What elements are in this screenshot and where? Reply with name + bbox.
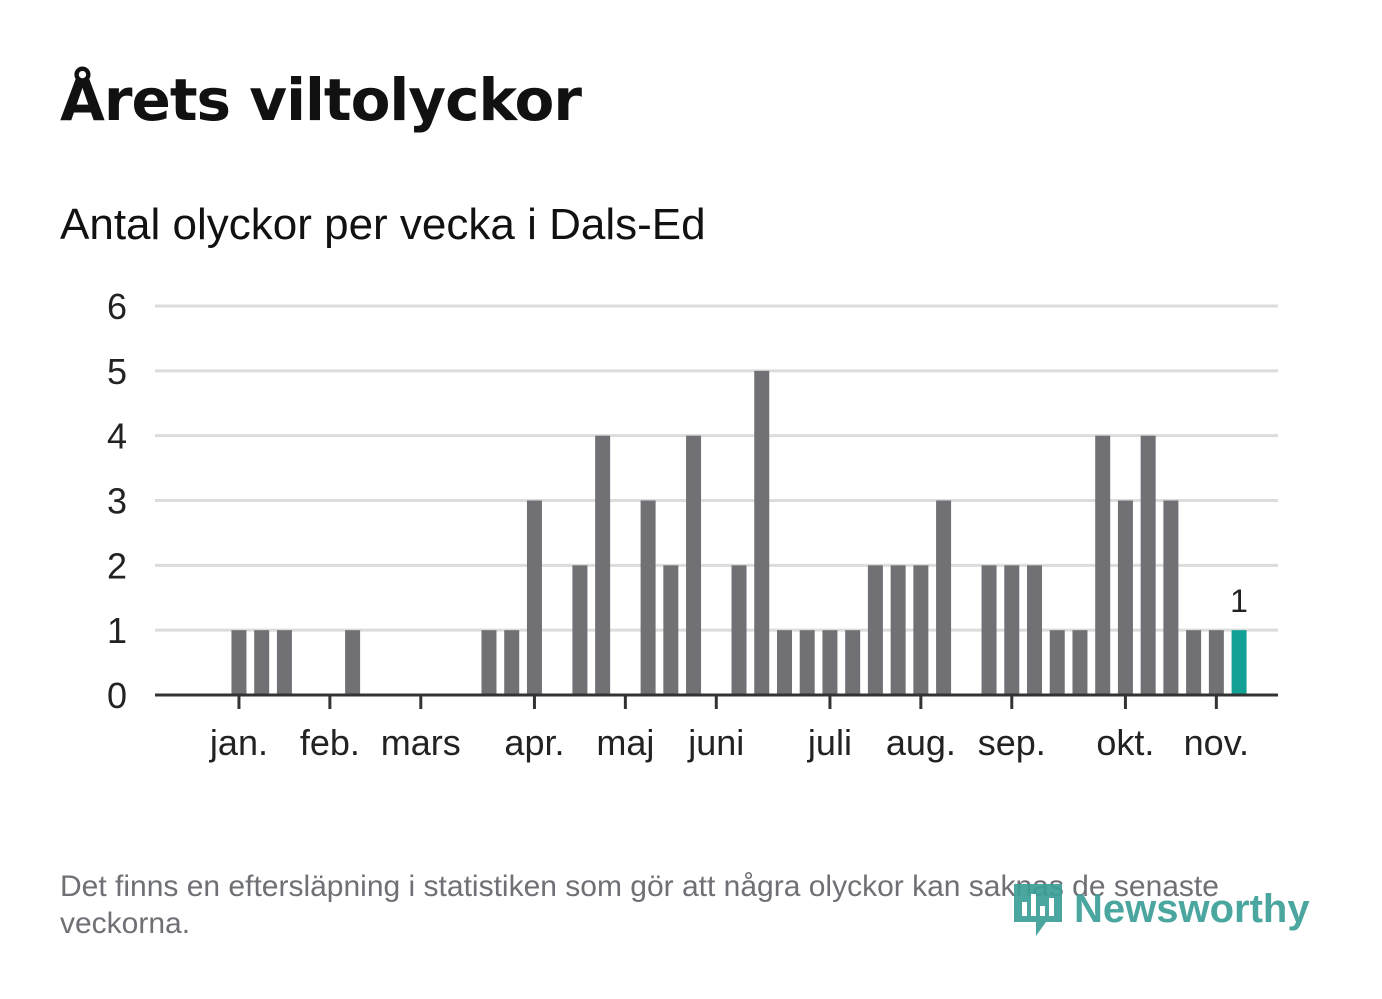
bar xyxy=(595,435,611,695)
bar xyxy=(231,630,247,695)
bar xyxy=(504,630,520,695)
grid-lines xyxy=(155,304,1278,632)
x-tick-label: feb. xyxy=(300,722,360,763)
x-axis-ticks: jan. feb. mars apr. maj juni juli aug. sep. okt. n… xyxy=(209,695,1249,763)
bar xyxy=(1004,565,1020,695)
x-tick-label: jan. xyxy=(209,722,268,763)
bar xyxy=(640,500,656,695)
bar xyxy=(254,630,270,695)
bar xyxy=(572,565,588,695)
bar xyxy=(890,565,906,695)
bar xyxy=(1186,630,1202,695)
bar xyxy=(526,500,542,695)
x-tick-label: juli xyxy=(807,722,852,763)
bar xyxy=(799,630,815,695)
bar xyxy=(913,565,929,695)
newsworthy-logo-icon xyxy=(1014,884,1062,936)
y-tick-label: 6 xyxy=(107,286,127,327)
bar xyxy=(1163,500,1179,695)
x-tick-label: apr. xyxy=(504,722,564,763)
bar xyxy=(481,630,497,695)
bar xyxy=(822,630,838,695)
bar xyxy=(776,630,792,695)
y-tick-label: 1 xyxy=(107,610,127,651)
bar-highlight xyxy=(1231,630,1247,695)
bar xyxy=(1027,565,1043,695)
bar xyxy=(1049,630,1065,695)
bar xyxy=(663,565,679,695)
bar xyxy=(731,565,747,695)
x-tick-label: juni xyxy=(687,722,744,763)
bar xyxy=(345,630,361,695)
chart-subtitle: Antal olyckor per vecka i Dals-Ed xyxy=(60,200,706,249)
y-axis-labels: 0 1 2 3 4 5 6 xyxy=(107,286,127,716)
bar xyxy=(1117,500,1133,695)
bar xyxy=(754,370,770,695)
y-tick-label: 2 xyxy=(107,545,127,586)
bar xyxy=(1072,630,1088,695)
newsworthy-logo: Newsworthy xyxy=(1010,878,1310,940)
bar xyxy=(981,565,997,695)
bar xyxy=(845,630,861,695)
bar xyxy=(1095,435,1111,695)
y-tick-label: 5 xyxy=(107,351,127,392)
y-tick-label: 3 xyxy=(107,481,127,522)
y-tick-label: 0 xyxy=(107,675,127,716)
chart-title: Årets viltolyckor xyxy=(60,66,582,134)
x-tick-label: maj xyxy=(596,722,654,763)
bar xyxy=(936,500,952,695)
x-tick-label: sep. xyxy=(978,722,1046,763)
bars xyxy=(231,370,1247,695)
bar-chart: 0 1 2 3 4 5 6 jan. feb. mars apr. maj juni juli aug. s… xyxy=(107,286,1278,763)
bar xyxy=(686,435,702,695)
x-tick-label: aug. xyxy=(886,722,956,763)
bar xyxy=(1208,630,1224,695)
annotations: 1 xyxy=(1230,583,1248,619)
bar xyxy=(276,630,292,695)
highlight-value-label: 1 xyxy=(1230,583,1248,619)
logo-text: Newsworthy xyxy=(1074,886,1310,931)
x-tick-label: okt. xyxy=(1096,722,1154,763)
bar xyxy=(1140,435,1156,695)
x-tick-label: mars xyxy=(381,722,461,763)
bar xyxy=(867,565,883,695)
y-tick-label: 4 xyxy=(107,416,127,457)
x-tick-label: nov. xyxy=(1184,722,1249,763)
